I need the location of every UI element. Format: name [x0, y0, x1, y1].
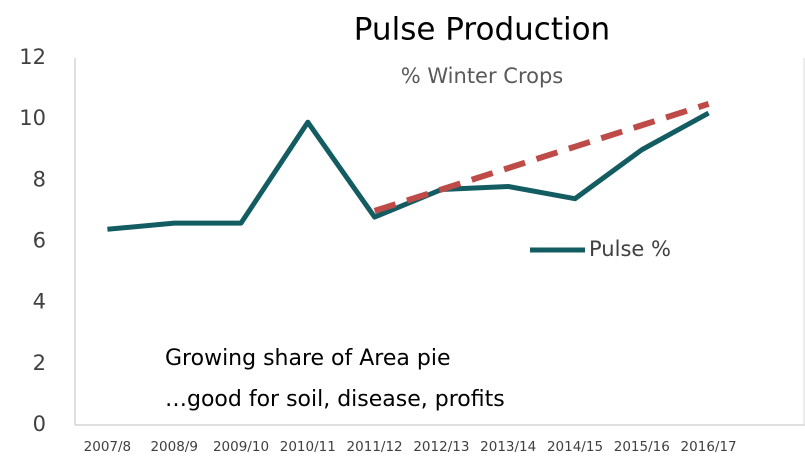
trend-line [373, 101, 710, 214]
x-tick-label: 2015/16 [614, 439, 670, 455]
y-tick-label: 0 [33, 412, 46, 436]
x-tick-label: 2011/12 [347, 439, 403, 455]
chart-title: Pulse Production [354, 12, 610, 48]
x-tick-label: 2016/17 [681, 439, 737, 455]
y-tick-label: 6 [33, 229, 46, 253]
x-tick-label: 2008/9 [150, 439, 198, 455]
x-tick-label: 2009/10 [213, 439, 269, 455]
chart-subtitle: % Winter Crops [401, 64, 564, 88]
y-tick-label: 8 [33, 167, 46, 191]
y-tick-label: 4 [33, 290, 46, 314]
x-tick-label: 2014/15 [547, 439, 603, 455]
y-tick-label: 2 [33, 351, 46, 375]
x-tick-label: 2007/8 [84, 439, 132, 455]
x-tick-label: 2013/14 [480, 439, 536, 455]
y-tick-label: 12 [19, 45, 46, 69]
x-tick-label: 2012/13 [413, 439, 469, 455]
x-tick-label: 2010/11 [280, 439, 336, 455]
annotation: Growing share of Area pie [165, 346, 450, 371]
annotation: …good for soil, disease, profits [165, 387, 505, 412]
y-tick-label: 10 [19, 106, 46, 130]
legend-label: Pulse % [589, 237, 671, 261]
